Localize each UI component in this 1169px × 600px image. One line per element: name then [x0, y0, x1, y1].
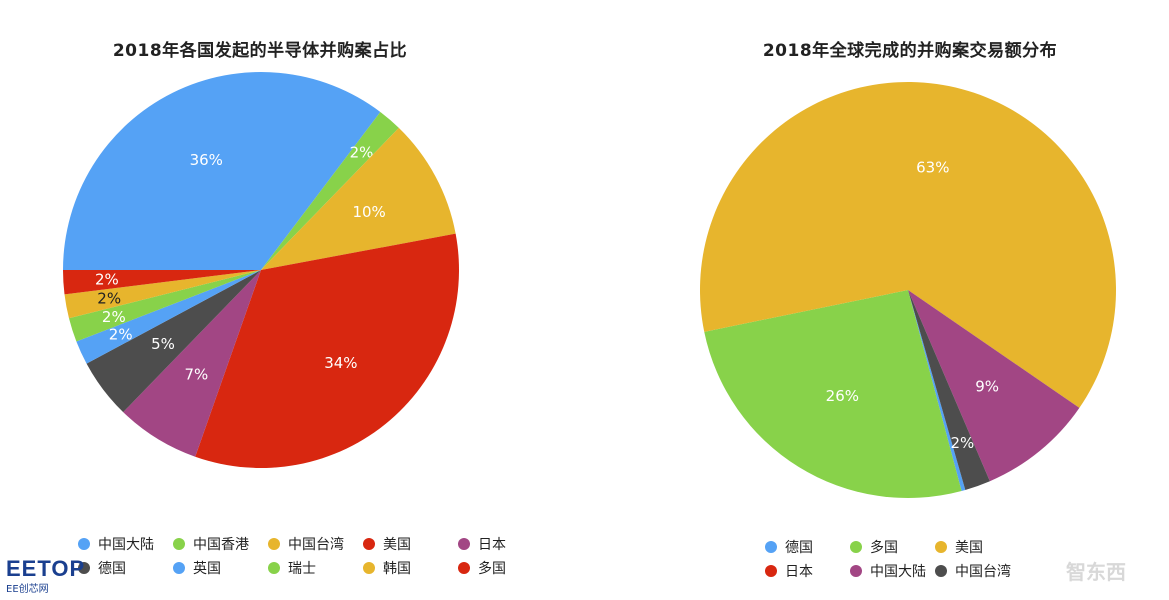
pie-label-中国台湾: 2% [950, 434, 974, 452]
pie-label-中国香港: 2% [350, 144, 374, 162]
legend-dot-icon [850, 565, 862, 577]
legend-label: 日本 [478, 537, 506, 553]
legend-dot-icon [935, 541, 947, 553]
legend-item: 韩国 [363, 558, 411, 578]
legend-dot-icon [173, 562, 185, 574]
legend-item: 多国 [850, 537, 898, 557]
legend-item: 中国香港 [173, 534, 249, 554]
pie-slice-多国 [704, 290, 962, 498]
pie-slice-日本 [123, 270, 261, 457]
pie-label-美国: 63% [916, 159, 949, 177]
legend-label: 英国 [193, 561, 221, 577]
legend-label: 美国 [955, 540, 983, 556]
pie-slice-美国 [700, 82, 1116, 408]
legend-item: 瑞士 [268, 558, 316, 578]
legend-label: 德国 [785, 540, 813, 556]
legend-label: 德国 [98, 561, 126, 577]
zhidongxi-watermark: 智东西 [1066, 560, 1126, 584]
legend-item: 美国 [935, 537, 983, 557]
pie-label-瑞士: 2% [102, 308, 126, 326]
pie-label-多国: 26% [826, 387, 859, 405]
legend-item: 中国台湾 [268, 534, 344, 554]
legend-label: 美国 [383, 537, 411, 553]
legend-item: 德国 [765, 537, 813, 557]
legend-item: 中国大陆 [850, 561, 926, 581]
legend-label: 韩国 [383, 561, 411, 577]
legend-item: 中国台湾 [935, 561, 1011, 581]
legend-item: 中国大陆 [78, 534, 154, 554]
legend-label: 中国台湾 [288, 537, 344, 553]
legend-dot-icon [850, 541, 862, 553]
legend-label: 多国 [870, 540, 898, 556]
eetop-logo: EETOP [6, 556, 86, 581]
pie-slice-韩国 [64, 270, 262, 319]
pie-slice-美国 [195, 233, 459, 468]
legend-dot-icon [363, 562, 375, 574]
legend-dot-icon [458, 562, 470, 574]
pie-slice-多国 [63, 270, 261, 295]
pie-slice-中国台湾 [908, 290, 990, 490]
pie-slice-中国香港 [261, 111, 399, 271]
legend-dot-icon [78, 538, 90, 550]
legend-item: 德国 [78, 558, 126, 578]
pie-label-多国: 2% [95, 271, 119, 289]
legend-dot-icon [268, 562, 280, 574]
legend-item: 美国 [363, 534, 411, 554]
legend-label: 瑞士 [288, 561, 316, 577]
legend-dot-icon [78, 562, 90, 574]
legend-label: 中国香港 [193, 537, 249, 553]
pie-label-英国: 2% [109, 326, 133, 344]
legend-dot-icon [458, 538, 470, 550]
pie-label-德国: 5% [151, 335, 175, 353]
legend-label: 日本 [785, 564, 813, 580]
legend-label: 中国大陆 [870, 564, 926, 580]
legend-dot-icon [765, 565, 777, 577]
pie-slice-德国 [86, 270, 261, 413]
pie-label-中国台湾: 10% [352, 203, 385, 221]
legend-dot-icon [173, 538, 185, 550]
left-chart-title: 2018年各国发起的半导体并购案占比 [112, 41, 408, 61]
pie-slice-中国大陆 [908, 290, 1080, 482]
pie-label-中国大陆: 36% [190, 151, 223, 169]
pie-slice-瑞士 [68, 270, 261, 342]
pie-label-韩国: 2% [97, 289, 121, 307]
pie-label-日本: 7% [184, 365, 208, 383]
pie-slice-英国 [76, 270, 261, 364]
legend-label: 多国 [478, 561, 506, 577]
legend-item: 多国 [458, 558, 506, 578]
pie-slice-中国大陆 [63, 71, 381, 270]
pie-slice-德国 [908, 290, 966, 491]
legend-item: 日本 [458, 534, 506, 554]
legend-label: 中国大陆 [98, 537, 154, 553]
pie-slice-中国台湾 [261, 127, 456, 270]
legend-dot-icon [765, 541, 777, 553]
legend-label: 中国台湾 [955, 564, 1011, 580]
legend-dot-icon [935, 565, 947, 577]
legend-dot-icon [268, 538, 280, 550]
pie-label-美国: 34% [324, 354, 357, 372]
right-chart-title: 2018年全球完成的并购案交易额分布 [762, 41, 1058, 61]
legend-item: 英国 [173, 558, 221, 578]
eetop-logo-sub: EE创芯网 [6, 584, 49, 595]
legend-dot-icon [363, 538, 375, 550]
legend-item: 日本 [765, 561, 813, 581]
pie-label-中国大陆: 9% [975, 378, 999, 396]
